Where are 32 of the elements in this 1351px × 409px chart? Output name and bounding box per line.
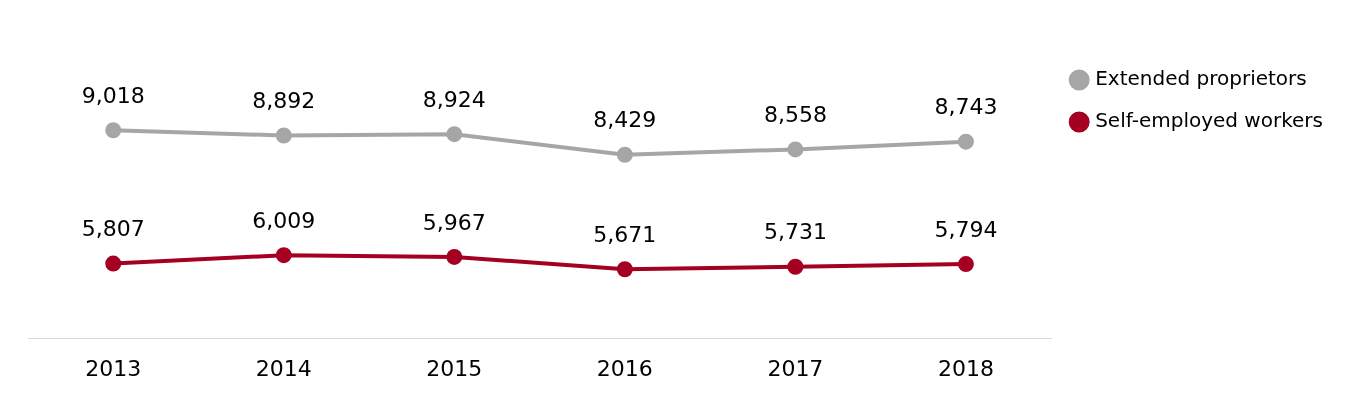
point <box>787 141 804 158</box>
data-label: 5,807 <box>81 216 145 242</box>
data-label: 5,794 <box>934 216 998 242</box>
data-label: 8,924 <box>422 86 486 112</box>
point <box>275 127 292 144</box>
data-label: 8,429 <box>593 107 657 133</box>
point <box>105 122 122 139</box>
data-label: 9,018 <box>81 83 145 108</box>
x-tick-label: 2014 <box>255 355 312 381</box>
point <box>616 261 633 278</box>
point <box>787 258 804 275</box>
data-label: 5,671 <box>593 221 657 247</box>
x-tick-label: 2016 <box>596 355 653 381</box>
point <box>446 126 463 143</box>
data-label: 5,731 <box>763 219 827 245</box>
x-tick-label: 2018 <box>937 355 994 381</box>
data-label: 8,743 <box>934 94 998 120</box>
point <box>446 248 463 265</box>
point <box>957 256 974 273</box>
point <box>275 247 292 264</box>
data-label: 6,009 <box>252 207 316 233</box>
x-tick-label: 2013 <box>85 355 142 381</box>
data-label: 5,967 <box>422 209 486 235</box>
x-tick-label: 2015 <box>426 355 483 381</box>
point <box>616 146 633 163</box>
data-label: 8,558 <box>763 102 827 128</box>
point <box>105 255 122 272</box>
legend-label: Self-employed workers <box>1095 108 1324 133</box>
point <box>957 133 974 150</box>
data-label: 8,892 <box>252 88 316 114</box>
x-tick-label: 2017 <box>767 355 824 381</box>
legend-label: Extended proprietors <box>1095 66 1307 91</box>
